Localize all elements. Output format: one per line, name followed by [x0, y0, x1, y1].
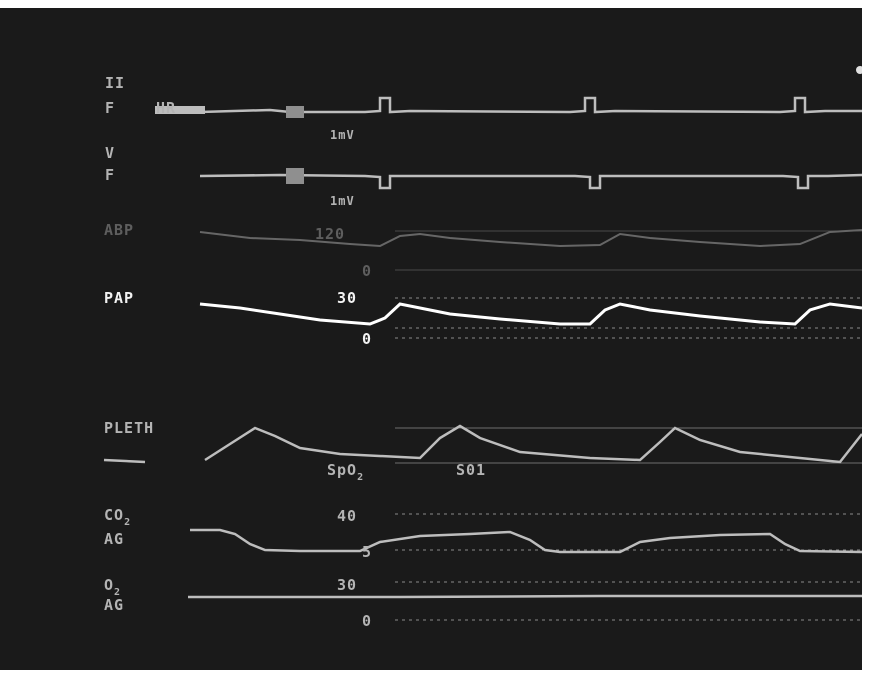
ecg-lead-2-filter: F: [105, 166, 116, 184]
o2-label: O2: [104, 576, 122, 598]
ecg-lead-1-name: II: [105, 74, 126, 92]
ecg-lead-1-scale: 1mV: [330, 128, 355, 142]
o2-scale-high: 30: [337, 576, 358, 594]
co2-trace: [190, 528, 862, 554]
pap-label: PAP: [104, 289, 135, 307]
ecg-hr-marker: [155, 106, 205, 114]
pap-trace: [199, 302, 862, 326]
patient-monitor-screen: II F HR 1mV V F 1mV ABP 120 0 PAP 30 0 P…: [0, 8, 862, 670]
ecg-lead-1-filter: F: [105, 99, 116, 117]
pap-scale-low: 0: [362, 330, 373, 348]
spo2-value: S01: [456, 461, 487, 479]
ecg-hr-tag: HR: [156, 99, 177, 117]
o2-source: AG: [104, 596, 125, 614]
co2-source: AG: [104, 530, 125, 548]
pleth-label: PLETH: [104, 419, 155, 437]
abp-trace: [199, 229, 862, 248]
spo2-label: SpO2: [327, 461, 365, 483]
ecg-lead-1-calibration-mark: [286, 106, 304, 118]
abp-label: ABP: [104, 221, 135, 239]
ecg-lead-2-name: V: [105, 144, 116, 162]
pleth-trace: [204, 424, 862, 464]
o2-trace: [188, 594, 862, 599]
ecg-lead-2-trace: [199, 173, 862, 190]
corner-indicator-icon: [856, 66, 862, 74]
co2-label: CO2: [104, 506, 132, 528]
waveform-canvas: [103, 66, 862, 621]
o2-scale-low: 0: [362, 612, 373, 630]
pleth-baseline-stub: [103, 458, 146, 464]
ecg-lead-1-trace: [199, 96, 862, 114]
abp-scale-high: 120: [315, 225, 346, 243]
ecg-lead-2-calibration-mark: [286, 168, 304, 184]
co2-scale-low: 5: [362, 543, 373, 561]
co2-scale-high: 40: [337, 507, 358, 525]
abp-scale-low: 0: [362, 262, 373, 280]
pap-scale-high: 30: [337, 289, 358, 307]
ecg-lead-2-scale: 1mV: [330, 194, 355, 208]
